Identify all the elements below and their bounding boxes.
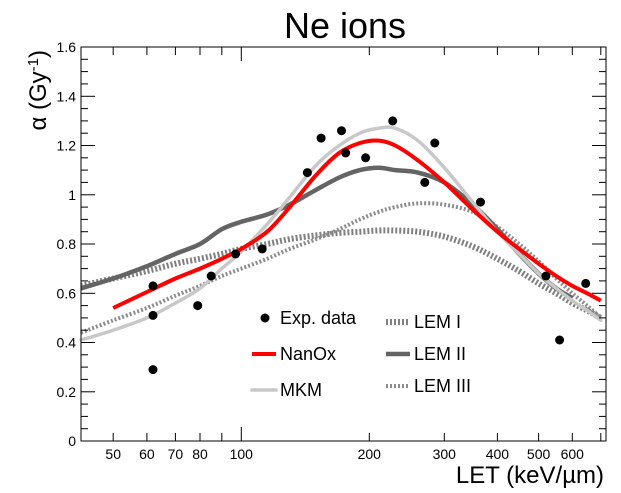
data-point [341, 148, 351, 158]
data-point [257, 244, 267, 254]
legend-exp-data-label: Exp. data [280, 308, 357, 328]
series-points [148, 116, 591, 375]
x-tick-label: 100 [230, 446, 254, 462]
y-axis-title-sup: -1 [25, 58, 42, 71]
x-tick-label: 200 [358, 446, 382, 462]
y-tick-label: 1.6 [57, 39, 77, 55]
plot-frame [80, 46, 607, 442]
series-line-mkm [79, 125, 603, 342]
data-point [316, 133, 326, 143]
data-point [193, 301, 203, 311]
data-point [206, 271, 216, 281]
x-tick-label: 80 [192, 446, 208, 462]
data-point [555, 335, 565, 345]
data-point [148, 365, 158, 375]
data-point [430, 138, 440, 148]
legend-lem-ii-label: LEM II [414, 344, 466, 364]
series-line-lem-iii [80, 201, 603, 335]
data-point [148, 310, 158, 320]
data-point [231, 249, 241, 259]
data-point [420, 177, 430, 187]
y-axis-title: α (Gy-1) [25, 50, 53, 131]
x-tick-label: 400 [486, 446, 510, 462]
x-tick-label: 600 [561, 446, 585, 462]
y-axis-title-close: ) [25, 50, 52, 58]
y-tick-label: 0.8 [57, 236, 77, 252]
x-tick-label: 60 [139, 446, 155, 462]
data-point [541, 271, 551, 281]
legend-nanox-label: NanOx [280, 344, 336, 364]
y-axis-title-main: α (Gy [25, 71, 52, 130]
series-line-nanox [112, 138, 602, 310]
legend-lem-iii-label: LEM III [414, 376, 471, 396]
data-point [476, 197, 485, 207]
legend-mkm-label: MKM [280, 380, 322, 400]
series-lines [79, 125, 603, 342]
chart-title: Ne ions [284, 5, 406, 46]
data-point [148, 281, 158, 291]
legend-exp-data-marker [260, 313, 270, 323]
legend: Exp. data NanOx MKM LEM I LEM II LEM III [250, 308, 471, 400]
y-tick-label: 0.2 [57, 384, 77, 400]
x-tick-label: 50 [105, 446, 121, 462]
x-tick-label: 70 [168, 446, 184, 462]
y-tick-label: 1 [68, 187, 76, 203]
data-point [581, 278, 591, 288]
x-tick-label: 500 [527, 446, 551, 462]
y-tick-label: 1.4 [57, 88, 77, 104]
x-axis-title: LET (keV/µm) [456, 462, 604, 489]
y-tick-label: 0.4 [57, 335, 77, 351]
data-point [337, 126, 346, 136]
x-tick-label: 300 [433, 446, 457, 462]
x-axis-ticks: 50 60 70 80 100 200 300 400 500 600 [105, 47, 602, 462]
y-axis-ticks: 0 0.2 0.4 0.6 0.8 1 1.2 1.4 1.6 [57, 39, 606, 449]
series-line-lem-i [80, 227, 603, 321]
data-point [302, 168, 312, 178]
legend-lem-i-label: LEM I [414, 312, 461, 332]
y-tick-label: 1.2 [57, 138, 77, 154]
data-point [361, 153, 371, 163]
y-tick-label: 0 [68, 433, 76, 449]
data-point [388, 116, 398, 126]
y-tick-label: 0.6 [57, 285, 77, 301]
